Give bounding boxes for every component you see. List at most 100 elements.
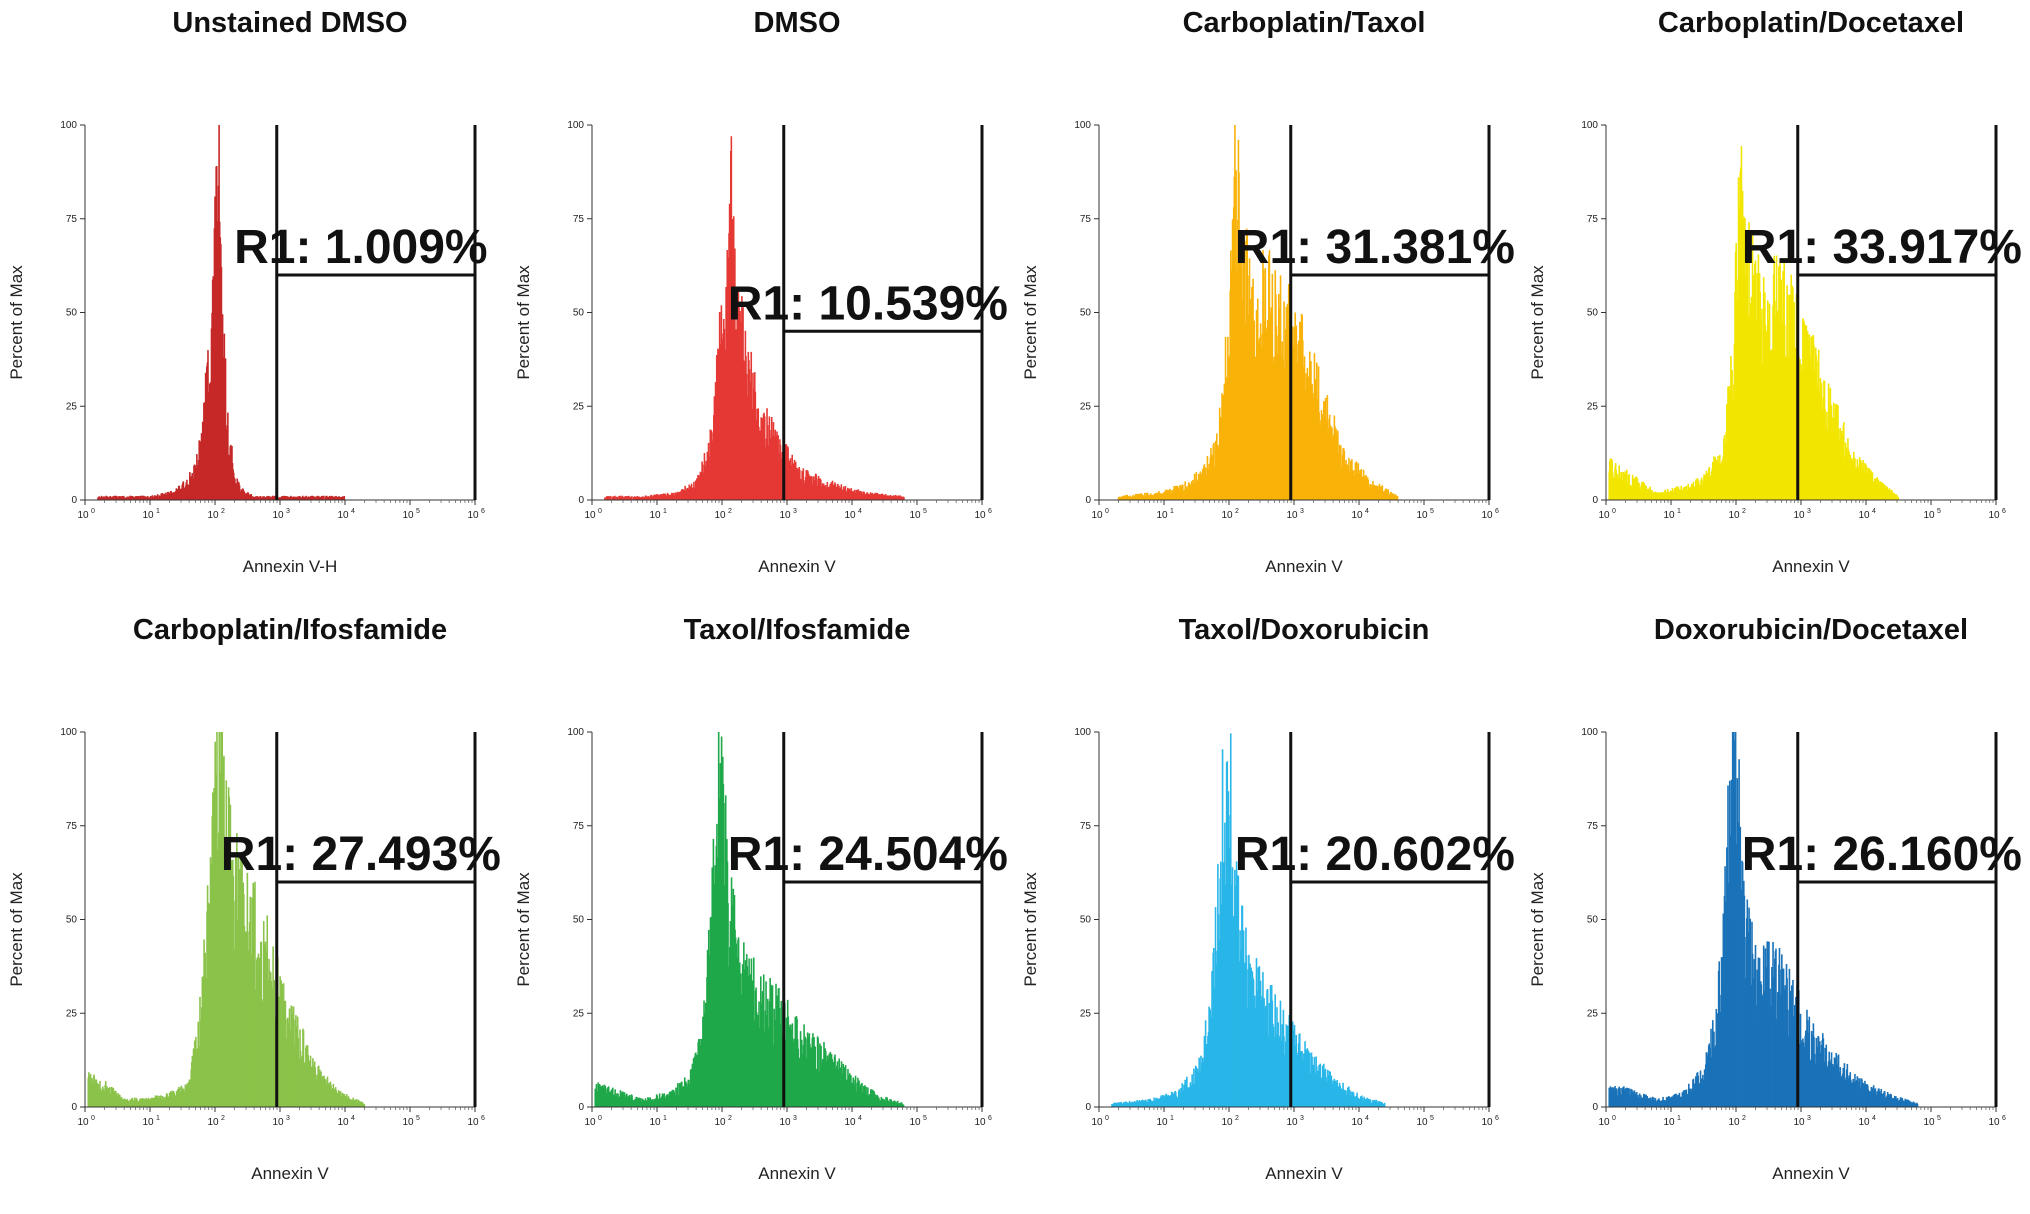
- x-tick-label: 10: [779, 1117, 791, 1128]
- x-tick-exponent: 6: [2002, 1115, 2006, 1122]
- x-tick-exponent: 6: [1495, 508, 1499, 515]
- x-tick-exponent: 5: [1430, 508, 1434, 515]
- x-tick-label: 10: [1351, 510, 1363, 521]
- y-tick-label: 100: [567, 120, 584, 131]
- y-tick-label: 75: [1080, 821, 1092, 832]
- x-tick-label: 10: [909, 1117, 921, 1128]
- x-tick-label: 10: [1923, 510, 1935, 521]
- x-tick-label: 10: [1221, 1117, 1233, 1128]
- y-tick-label: 100: [1074, 727, 1091, 738]
- x-tick-label: 10: [1221, 510, 1233, 521]
- histogram-spikes: [1608, 146, 1900, 500]
- x-axis-label: Annexin V: [1265, 557, 1343, 576]
- x-tick-exponent: 5: [416, 508, 420, 515]
- x-tick-label: 10: [1728, 1117, 1740, 1128]
- x-tick-exponent: 5: [923, 1115, 927, 1122]
- y-tick-label: 75: [573, 821, 585, 832]
- x-tick-exponent: 5: [923, 508, 927, 515]
- x-tick-label: 10: [1728, 510, 1740, 521]
- x-axis-label: Annexin V: [251, 1164, 329, 1183]
- y-tick-label: 75: [1587, 821, 1599, 832]
- x-tick-label: 10: [714, 1117, 726, 1128]
- x-tick-label: 10: [337, 1117, 349, 1128]
- gate-label: R1: 1.009%: [234, 221, 487, 274]
- x-axis-label: Annexin V-H: [243, 557, 338, 576]
- y-tick-label: 50: [1587, 915, 1599, 926]
- x-tick-label: 10: [844, 1117, 856, 1128]
- y-axis-label: Percent of Max: [1021, 265, 1040, 380]
- y-tick-label: 100: [1074, 120, 1091, 131]
- x-tick-exponent: 0: [1105, 508, 1109, 515]
- x-tick-exponent: 4: [1365, 1115, 1369, 1122]
- histogram-panel: Taxol/Doxorubicin 0 25 50 75 100 10 0 10 1 10 2 10 3 1…: [1014, 607, 1521, 1214]
- y-tick-label: 25: [1080, 401, 1092, 412]
- panel-title: Doxorubicin/Docetaxel: [1654, 614, 1968, 646]
- histogram-spikes: [1608, 732, 1919, 1107]
- x-tick-exponent: 6: [481, 1115, 485, 1122]
- x-tick-label: 10: [1416, 1117, 1428, 1128]
- x-axis-label: Annexin V: [758, 1164, 836, 1183]
- x-axis-label: Annexin V: [1772, 557, 1850, 576]
- x-tick-exponent: 3: [1807, 508, 1811, 515]
- x-tick-exponent: 2: [728, 508, 732, 515]
- y-tick-label: 50: [1587, 308, 1599, 319]
- y-tick-label: 75: [1587, 214, 1599, 225]
- y-tick-label: 0: [71, 1102, 77, 1113]
- y-tick-label: 0: [71, 495, 77, 506]
- y-tick-label: 50: [1080, 308, 1092, 319]
- x-tick-label: 10: [142, 510, 154, 521]
- x-tick-label: 10: [1793, 1117, 1805, 1128]
- y-tick-label: 50: [66, 915, 78, 926]
- x-tick-exponent: 1: [663, 508, 667, 515]
- x-tick-label: 10: [1663, 1117, 1675, 1128]
- y-tick-label: 100: [60, 120, 77, 131]
- x-tick-exponent: 6: [481, 508, 485, 515]
- histogram-spikes: [594, 732, 905, 1107]
- x-tick-exponent: 4: [858, 508, 862, 515]
- x-tick-label: 10: [142, 1117, 154, 1128]
- y-axis-label: Percent of Max: [1528, 265, 1547, 380]
- x-tick-exponent: 1: [1677, 1115, 1681, 1122]
- x-tick-exponent: 3: [1300, 1115, 1304, 1122]
- y-tick-label: 100: [60, 727, 77, 738]
- x-tick-exponent: 2: [728, 1115, 732, 1122]
- x-tick-exponent: 1: [156, 1115, 160, 1122]
- x-tick-exponent: 4: [351, 508, 355, 515]
- gate-label: R1: 27.493%: [221, 828, 501, 881]
- x-tick-label: 10: [1286, 1117, 1298, 1128]
- x-tick-exponent: 5: [416, 1115, 420, 1122]
- panel-title: Taxol/Doxorubicin: [1179, 614, 1430, 646]
- x-tick-exponent: 6: [988, 508, 992, 515]
- x-tick-exponent: 2: [1742, 508, 1746, 515]
- y-tick-label: 0: [1592, 495, 1598, 506]
- histogram-panel: Carboplatin/Taxol 0 25 50 75 100 10 0 10 1 10 2 10 3 1…: [1014, 0, 1521, 607]
- x-tick-exponent: 4: [351, 1115, 355, 1122]
- x-tick-exponent: 1: [1677, 508, 1681, 515]
- x-tick-label: 10: [207, 510, 219, 521]
- y-tick-label: 50: [573, 308, 585, 319]
- gate-label: R1: 33.917%: [1742, 221, 2022, 274]
- histogram-panel: Doxorubicin/Docetaxel 0 25 50 75 100 10 0 10 1 10 2…: [1521, 607, 2028, 1214]
- x-axis-label: Annexin V: [758, 557, 836, 576]
- x-tick-exponent: 2: [221, 508, 225, 515]
- x-tick-exponent: 5: [1937, 1115, 1941, 1122]
- y-tick-label: 75: [1080, 214, 1092, 225]
- histogram-panel: Carboplatin/Ifosfamide 0 25 50 75 100 10 0 10 1 10…: [0, 607, 507, 1214]
- x-tick-label: 10: [844, 510, 856, 521]
- x-tick-exponent: 4: [1365, 508, 1369, 515]
- x-tick-label: 10: [1481, 1117, 1493, 1128]
- y-axis-label: Percent of Max: [514, 265, 533, 380]
- x-tick-exponent: 0: [91, 1115, 95, 1122]
- x-tick-label: 10: [1793, 510, 1805, 521]
- x-tick-exponent: 3: [286, 508, 290, 515]
- gate-label: R1: 26.160%: [1742, 828, 2022, 881]
- x-tick-exponent: 6: [1495, 1115, 1499, 1122]
- histogram-panel: Taxol/Ifosfamide 0 25 50 75 100 10 0 10 1 10 2 10 3 10…: [507, 607, 1014, 1214]
- x-tick-label: 10: [467, 1117, 479, 1128]
- histogram-spikes: [1117, 125, 1399, 500]
- y-tick-label: 25: [66, 1008, 78, 1019]
- y-axis-label: Percent of Max: [1021, 872, 1040, 987]
